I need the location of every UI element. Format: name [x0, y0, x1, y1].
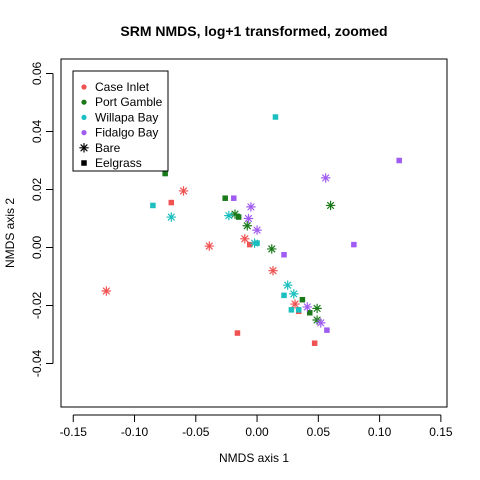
chart-title: SRM NMDS, log+1 transformed, zoomed	[120, 23, 387, 39]
data-point-eelgrass	[231, 195, 237, 201]
x-tick-label: 0.05	[307, 425, 331, 439]
data-point-bare	[315, 318, 326, 328]
data-point-eelgrass	[235, 214, 242, 220]
data-point-bare	[252, 225, 262, 235]
y-tick-label: 0.02	[30, 177, 44, 201]
y-tick-label: 0.04	[30, 119, 44, 143]
legend-marker-dot	[81, 84, 87, 90]
data-point-bare	[268, 265, 278, 276]
data-point-eelgrass	[150, 202, 156, 209]
data-point-bare	[101, 286, 112, 296]
data-point-eelgrass	[254, 240, 260, 246]
data-points	[101, 114, 402, 346]
data-point-bare	[242, 220, 253, 231]
y-axis-label: NMDS axis 2	[3, 198, 17, 268]
x-tick-label: -0.15	[60, 425, 88, 439]
legend-marker-dot	[81, 114, 87, 120]
legend-box	[72, 70, 169, 172]
legend-label: Case Inlet	[95, 80, 150, 94]
legend-label: Fidalgo Bay	[95, 126, 158, 140]
y-tick-label: 0.06	[30, 61, 44, 85]
data-point-eelgrass	[246, 241, 253, 248]
x-tick-label: -0.05	[182, 425, 210, 439]
data-point-eelgrass	[288, 307, 295, 313]
data-point-eelgrass	[299, 296, 306, 303]
x-tick-label: -0.10	[121, 425, 149, 439]
data-point-bare	[282, 280, 293, 290]
data-point-bare	[302, 302, 313, 312]
data-point-eelgrass	[281, 252, 287, 258]
y-tick-label: 0.00	[30, 235, 44, 259]
legend-marker-dot	[81, 99, 87, 105]
data-point-bare	[243, 213, 254, 224]
legend-label: Willapa Bay	[95, 110, 158, 124]
y-tick-label: -0.04	[30, 350, 44, 378]
data-point-bare	[204, 241, 215, 251]
legend-label: Bare	[95, 141, 121, 155]
data-point-bare	[266, 244, 277, 254]
data-point-bare	[312, 303, 322, 314]
data-point-bare	[166, 212, 177, 222]
data-point-eelgrass	[168, 199, 175, 206]
plot-frame	[60, 58, 448, 408]
legend-label: Eelgrass	[95, 156, 142, 170]
legend-label: Port Gamble	[95, 95, 163, 109]
data-point-eelgrass	[324, 327, 330, 333]
legend-marker-dot	[81, 130, 87, 136]
data-point-bare	[289, 289, 299, 299]
data-point-bare	[290, 299, 300, 309]
data-point-eelgrass	[311, 340, 318, 346]
legend-marker-asterisk	[79, 143, 89, 153]
y-tick-label: -0.02	[30, 292, 44, 320]
data-point-bare	[320, 173, 331, 183]
data-point-eelgrass	[307, 310, 313, 316]
x-tick-label: 0.10	[368, 425, 392, 439]
data-point-bare	[240, 234, 250, 244]
data-point-eelgrass	[295, 307, 302, 313]
data-point-eelgrass	[272, 114, 279, 120]
legend-marker-square	[81, 160, 87, 166]
data-point-bare	[325, 200, 336, 211]
data-point-bare	[178, 186, 189, 196]
x-axis-label: NMDS axis 1	[219, 451, 289, 465]
data-point-eelgrass	[222, 195, 228, 201]
data-point-eelgrass	[396, 157, 402, 164]
x-tick-label: 0.15	[429, 425, 453, 439]
y-axis: -0.04 -0.02 0.00 0.02 0.04 0.06	[30, 61, 54, 378]
data-point-eelgrass	[162, 170, 168, 177]
x-axis: -0.15 -0.10 -0.05 0.00 0.05 0.10 0.15	[60, 414, 453, 439]
data-point-eelgrass	[351, 241, 357, 248]
data-point-bare	[224, 210, 234, 221]
data-point-eelgrass	[234, 330, 241, 336]
x-tick-label: 0.00	[245, 425, 269, 439]
data-point-bare	[246, 202, 256, 212]
data-point-eelgrass	[281, 292, 287, 299]
